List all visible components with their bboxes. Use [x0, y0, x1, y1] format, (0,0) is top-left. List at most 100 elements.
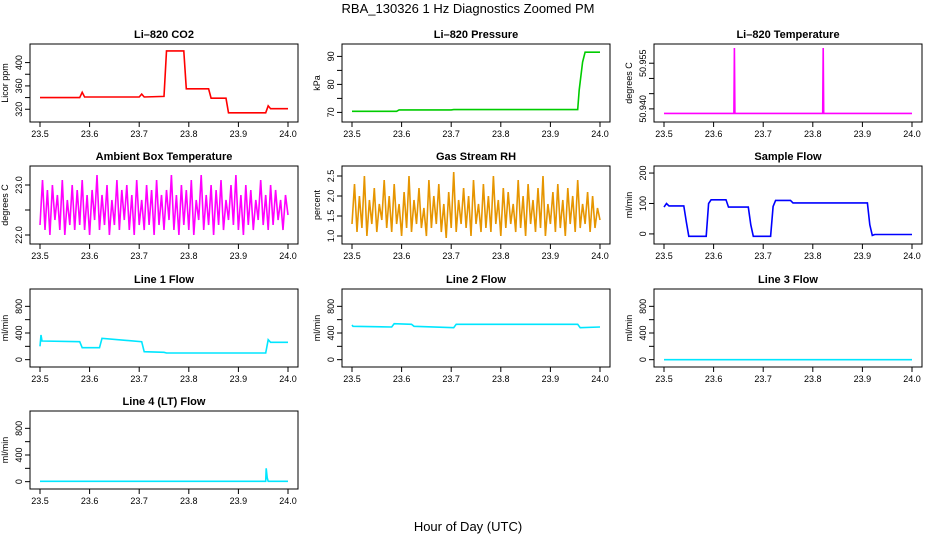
x-tick-label: 23.9 — [542, 129, 560, 139]
series-line — [663, 199, 912, 238]
plot-frame — [29, 288, 299, 368]
x-tick-label: 23.8 — [492, 129, 510, 139]
x-tick-label: 23.6 — [393, 129, 411, 139]
x-tick-label: 24.0 — [591, 251, 609, 261]
x-tick-label: 23.9 — [230, 496, 248, 506]
y-axis-label: kPa — [312, 75, 322, 91]
x-tick-label: 23.7 — [130, 374, 148, 384]
y-tick-label: 100 — [638, 196, 648, 211]
x-tick-label: 23.7 — [130, 251, 148, 261]
x-tick-label: 23.8 — [492, 251, 510, 261]
x-tick-label: 23.8 — [180, 374, 198, 384]
x-tick-label: 23.7 — [442, 129, 460, 139]
x-tick-label: 23.7 — [754, 251, 772, 261]
panel-pressure: Li–820 Pressure kPa 23.5 23.6 23.7 23.8 23.9 24… — [312, 29, 611, 139]
x-tick-label: 23.6 — [705, 129, 723, 139]
series-line — [351, 322, 601, 329]
y-tick-label: 400 — [14, 447, 24, 462]
x-tick-label: 23.5 — [31, 374, 49, 384]
x-tick-label: 23.5 — [31, 251, 49, 261]
x-tick-label: 23.5 — [31, 496, 49, 506]
panel-line4: Line 4 (LT) Flow ml/min 23.5 23.6 23.7 23.8 23… — [0, 396, 299, 506]
y-tick-label: 0 — [14, 479, 24, 484]
x-tick-label: 23.6 — [705, 251, 723, 261]
plot-frame — [29, 410, 299, 490]
x-tick-label: 24.0 — [279, 129, 297, 139]
series-line — [351, 171, 601, 239]
x-tick-label: 24.0 — [903, 374, 921, 384]
figure-title: RBA_130326 1 Hz Diagnostics Zoomed PM — [342, 1, 595, 16]
panel-line2: Line 2 Flow ml/min 23.5 23.6 23.7 23.8 23.9 24.… — [312, 274, 611, 384]
x-tick-label: 23.5 — [655, 129, 673, 139]
y-tick-label: 400 — [326, 325, 336, 340]
y-tick-label: 1.5 — [326, 210, 336, 223]
y-axis-label: ml/min — [0, 315, 10, 342]
plot-frame — [341, 288, 611, 368]
y-tick-label: 1.0 — [326, 230, 336, 243]
plot-frame — [29, 165, 299, 245]
plot-frame — [653, 288, 923, 368]
panel-rh: Gas Stream RH percent 23.5 23.6 23.7 23.8 23.9… — [312, 151, 611, 261]
y-tick-label: 360 — [14, 78, 24, 93]
x-tick-label: 23.8 — [804, 129, 822, 139]
panel-title: Line 2 Flow — [446, 274, 506, 286]
x-tick-label: 23.8 — [180, 251, 198, 261]
series-line — [40, 468, 288, 483]
x-tick-label: 23.7 — [442, 251, 460, 261]
x-tick-label: 24.0 — [903, 251, 921, 261]
y-tick-label: 2.0 — [326, 190, 336, 203]
x-tick-label: 23.6 — [81, 251, 99, 261]
x-tick-label: 23.9 — [854, 129, 872, 139]
x-tick-label: 23.8 — [492, 374, 510, 384]
series-line — [664, 47, 912, 115]
x-tick-label: 23.9 — [230, 374, 248, 384]
x-tick-label: 23.8 — [804, 251, 822, 261]
panel-title: Line 4 (LT) Flow — [123, 396, 206, 408]
y-axis-label: ml/min — [312, 315, 322, 342]
y-tick-label: 800 — [326, 299, 336, 314]
panel-ambient: Ambient Box Temperature degrees C 23.5 23.6… — [0, 151, 299, 261]
y-tick-label: 23.0 — [14, 176, 24, 194]
panel-co2: Li–820 CO2 Licor ppm 23.5 23.6 23.7 23.8 23.9 2… — [0, 29, 299, 139]
x-tick-label: 23.6 — [393, 374, 411, 384]
plot-frame — [341, 43, 611, 123]
x-tick-label: 23.6 — [393, 251, 411, 261]
x-tick-label: 23.8 — [180, 496, 198, 506]
panel-line3: Line 3 Flow ml/min 23.5 23.6 23.7 23.8 23.9 24.… — [624, 274, 923, 384]
x-tick-label: 23.9 — [230, 251, 248, 261]
series-line — [39, 334, 288, 354]
x-tick-label: 24.0 — [279, 374, 297, 384]
y-tick-label: 320 — [14, 102, 24, 117]
x-tick-label: 23.7 — [754, 129, 772, 139]
panel-title: Ambient Box Temperature — [96, 151, 233, 163]
series-line — [352, 51, 600, 113]
y-tick-label: 80 — [326, 79, 336, 89]
x-tick-label: 23.6 — [81, 496, 99, 506]
y-tick-label: 800 — [638, 299, 648, 314]
y-tick-label: 22.0 — [14, 226, 24, 244]
x-tick-label: 23.5 — [343, 129, 361, 139]
y-axis-label: degrees C — [624, 62, 634, 104]
series-line — [40, 50, 288, 114]
x-tick-label: 23.9 — [854, 251, 872, 261]
panel-title: Gas Stream RH — [436, 151, 516, 163]
x-tick-label: 23.6 — [81, 374, 99, 384]
y-tick-label: 400 — [638, 325, 648, 340]
y-tick-label: 0 — [638, 231, 648, 236]
plot-frame — [653, 43, 923, 123]
panel-title: Li–820 Temperature — [736, 29, 839, 41]
panel-title: Line 3 Flow — [758, 274, 818, 286]
panel-line1: Line 1 Flow ml/min 23.5 23.6 23.7 23.8 23.9 24.… — [0, 274, 299, 384]
y-axis-label: ml/min — [0, 437, 10, 464]
y-tick-label: 2.5 — [326, 170, 336, 183]
plot-frame — [29, 43, 299, 123]
x-tick-label: 24.0 — [279, 496, 297, 506]
y-tick-label: 400 — [14, 55, 24, 70]
x-tick-label: 23.7 — [130, 129, 148, 139]
x-tick-label: 24.0 — [591, 129, 609, 139]
series-line — [39, 174, 289, 236]
y-axis-label: degrees C — [0, 184, 10, 226]
x-tick-label: 23.9 — [854, 374, 872, 384]
x-tick-label: 23.5 — [31, 129, 49, 139]
